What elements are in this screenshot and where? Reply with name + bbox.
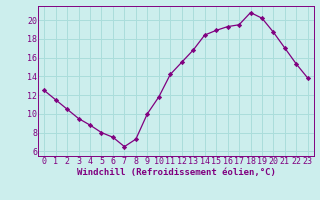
- X-axis label: Windchill (Refroidissement éolien,°C): Windchill (Refroidissement éolien,°C): [76, 168, 276, 177]
